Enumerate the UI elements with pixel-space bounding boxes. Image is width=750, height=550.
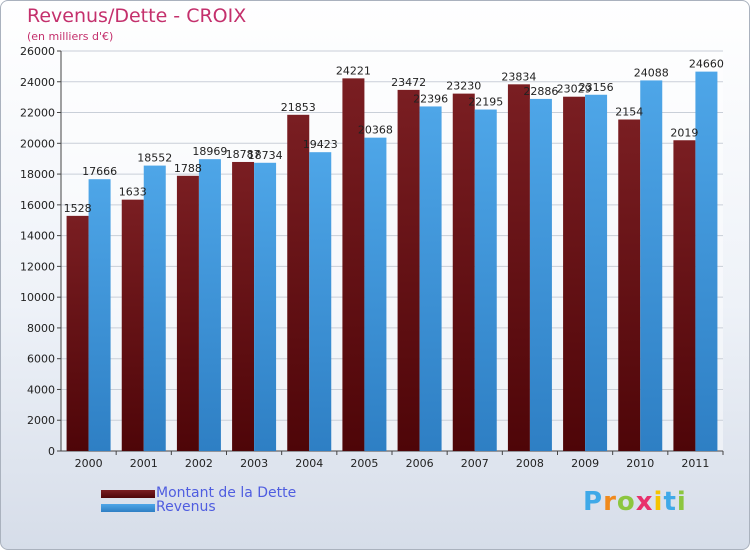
legend-label-debt: Montant de la Dette — [156, 485, 297, 501]
y-tick-label: 6000 — [27, 353, 55, 366]
bar-debt — [66, 215, 89, 451]
bar-debt — [397, 89, 420, 452]
data-label-revenue: 22886 — [523, 85, 558, 98]
bar-revenue — [474, 109, 497, 452]
data-label-debt: 23834 — [501, 70, 536, 83]
bar-debt — [673, 140, 696, 451]
bar-debt — [563, 96, 586, 451]
data-label-debt: 2019 — [670, 126, 698, 139]
data-label-revenue: 18552 — [137, 152, 172, 165]
x-tick-label: 2011 — [681, 457, 709, 470]
x-tick-label: 2000 — [75, 457, 103, 470]
bar-debt — [342, 78, 365, 451]
logo-letter: x — [635, 487, 654, 517]
bar-revenue — [309, 152, 332, 451]
y-tick-label: 2000 — [27, 414, 55, 427]
bar-revenue — [585, 94, 608, 451]
x-tick-label: 2003 — [240, 457, 268, 470]
bar-debt — [618, 119, 641, 451]
data-label-revenue: 23156 — [579, 81, 614, 94]
logo-letter: i — [676, 487, 687, 517]
bar-revenue — [364, 137, 387, 451]
bar-revenue — [198, 159, 221, 451]
data-label-debt: 1528 — [64, 202, 92, 215]
logo-letter: r — [603, 487, 617, 517]
legend-label-revenue: Revenus — [156, 499, 216, 515]
x-tick-label: 2010 — [626, 457, 654, 470]
logo-letter: o — [616, 487, 636, 517]
data-label-debt: 1633 — [119, 186, 147, 199]
bar-revenue — [254, 162, 277, 452]
y-tick-label: 14000 — [20, 230, 55, 243]
data-label-debt: 23029 — [557, 83, 592, 96]
y-tick-label: 0 — [48, 445, 55, 458]
data-label-revenue: 17666 — [82, 165, 117, 178]
logo-letter: i — [653, 487, 664, 517]
plot-area — [61, 51, 723, 451]
bar-revenue — [640, 80, 663, 452]
bar-debt — [121, 199, 144, 451]
data-label-revenue: 18969 — [192, 145, 227, 158]
y-tick-label: 4000 — [27, 383, 55, 396]
data-label-revenue: 22396 — [413, 92, 448, 105]
data-label-revenue: 19423 — [303, 138, 338, 151]
y-tick-label: 22000 — [20, 107, 55, 120]
bar-revenue — [88, 179, 111, 451]
x-tick-label: 2009 — [571, 457, 599, 470]
data-label-debt: 1788 — [174, 162, 202, 175]
y-tick-label: 12000 — [20, 260, 55, 273]
logo-letter: t — [663, 487, 677, 517]
bar-chart: 0 2000 4000 6000 8000 10000 12000 14000 16000 180… — [20, 45, 724, 470]
bar-revenue — [143, 165, 166, 452]
x-tick-label: 2008 — [516, 457, 544, 470]
x-tick-label: 2002 — [185, 457, 213, 470]
y-tick-label: 8000 — [27, 322, 55, 335]
y-tick-label: 20000 — [20, 137, 55, 150]
y-tick-label: 24000 — [20, 76, 55, 89]
bar-revenue — [695, 71, 718, 451]
y-tick-label: 16000 — [20, 199, 55, 212]
bar-debt — [287, 114, 310, 452]
bar-revenue — [529, 98, 552, 452]
x-tick-label: 2005 — [350, 457, 378, 470]
data-label-debt: 23230 — [446, 80, 481, 93]
data-label-debt: 24221 — [336, 64, 371, 77]
x-tick-label: 2004 — [295, 457, 323, 470]
data-label-revenue: 24088 — [634, 66, 669, 79]
x-tick-label: 2001 — [130, 457, 158, 470]
legend-swatch-debt — [101, 490, 155, 498]
data-label-revenue: 24660 — [689, 58, 724, 71]
bar-debt — [452, 93, 475, 451]
proxiti-logo: Proxiti — [583, 487, 687, 517]
y-tick-label: 26000 — [20, 45, 55, 58]
chart-title: Revenus/Dette - CROIX — [27, 5, 247, 27]
x-tick-label: 2007 — [461, 457, 489, 470]
data-label-debt: 23472 — [391, 76, 426, 89]
bar-debt — [232, 161, 255, 451]
legend-swatch-revenue — [101, 504, 155, 512]
bar-revenue — [419, 106, 442, 451]
data-label-revenue: 22195 — [468, 96, 503, 109]
data-label-revenue: 20368 — [358, 124, 393, 137]
y-tick-label: 18000 — [20, 168, 55, 181]
y-tick-label: 10000 — [20, 291, 55, 304]
bar-debt — [507, 84, 530, 452]
chart-subtitle: (en milliers d'€) — [27, 30, 114, 43]
x-tick-label: 2006 — [406, 457, 434, 470]
data-label-debt: 18787 — [226, 148, 261, 161]
logo-letter: P — [583, 487, 604, 517]
data-label-debt: 2154 — [615, 105, 643, 118]
data-label-revenue: 18734 — [248, 149, 283, 162]
bar-debt — [176, 175, 199, 452]
data-label-debt: 21853 — [281, 101, 316, 114]
